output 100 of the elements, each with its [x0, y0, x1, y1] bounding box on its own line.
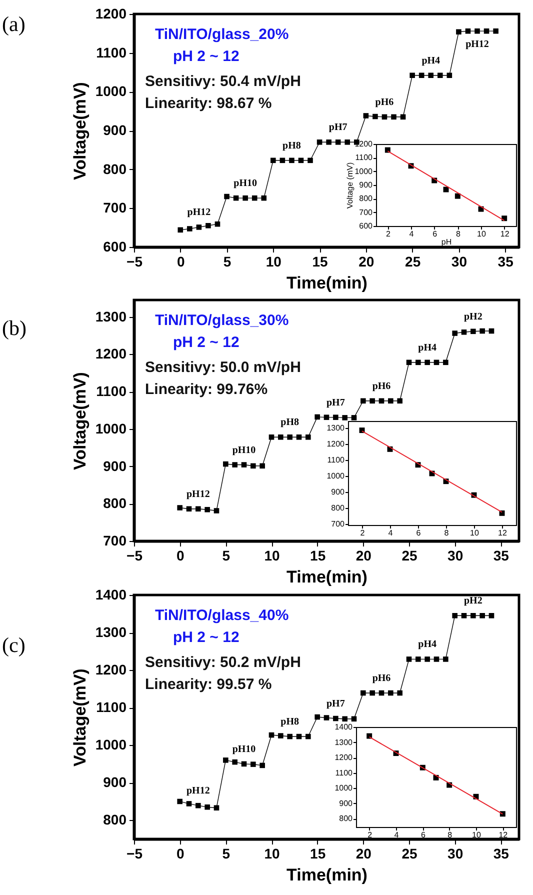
point [410, 72, 415, 78]
point [278, 733, 284, 738]
y-tick-label: 1200 [95, 662, 127, 678]
point [278, 434, 284, 440]
y-tick-label: 800 [331, 504, 346, 513]
annotation: pH 2 ~ 12 [173, 629, 240, 646]
x-tick-label: 4 [388, 528, 394, 538]
point [289, 158, 294, 164]
point [351, 716, 357, 722]
point [363, 113, 369, 118]
annotation: pH12 [466, 39, 489, 50]
point [384, 147, 390, 153]
point [438, 72, 443, 78]
point [206, 222, 211, 228]
y-tick-label: 1400 [95, 586, 127, 602]
x-tick-label: 15 [310, 846, 326, 862]
y-axis-title: Voltage(mV) [70, 668, 90, 766]
point [461, 329, 467, 335]
x-tick-label: 10 [470, 528, 480, 538]
x-tick-label: 0 [176, 254, 185, 270]
y-tick-label: 1400 [334, 722, 354, 732]
point [270, 158, 276, 164]
y-tick-label: 700 [359, 208, 374, 217]
y-axis-title: Voltage(mV) [70, 82, 90, 180]
point [186, 506, 192, 512]
y-tick-label: 1100 [335, 768, 354, 778]
annotation: Sensitivy: 50.4 mV/pH [145, 73, 301, 90]
y-tick-label: 600 [103, 238, 127, 254]
x-tick-label: 10 [472, 830, 482, 840]
annotation: pH4 [422, 55, 440, 66]
y-axis-title: Voltage (mV) [346, 162, 355, 209]
annotation: pH 2 ~ 12 [173, 48, 240, 65]
y-tick-label: 900 [359, 180, 374, 190]
point [232, 462, 238, 468]
point [456, 29, 462, 35]
x-tick-label: 2 [386, 230, 391, 238]
point [452, 613, 458, 618]
point [250, 762, 256, 767]
point [452, 330, 458, 336]
annotation: pH10 [234, 178, 257, 190]
annotation: Linearity: 99.57 % [145, 676, 272, 693]
annotation: pH4 [418, 342, 437, 354]
point [416, 360, 421, 366]
point [316, 140, 322, 145]
annotation: pH6 [375, 96, 394, 108]
text: (b) [2, 316, 26, 340]
annotation: pH2 [464, 311, 482, 322]
point [306, 734, 311, 740]
x-tick-label: 4 [409, 230, 414, 238]
x-tick-label: 8 [448, 830, 453, 840]
annotation: pH8 [280, 417, 300, 428]
x-tick-label: 20 [358, 254, 374, 270]
x-tick-label: 6 [420, 830, 426, 840]
point [224, 194, 230, 200]
point [287, 734, 292, 740]
y-tick-label: 900 [103, 458, 127, 474]
point [314, 714, 320, 720]
point [424, 656, 430, 662]
point [177, 798, 182, 804]
point [214, 805, 220, 810]
x-tick-label: 8 [456, 230, 461, 238]
point [461, 613, 467, 618]
point [177, 505, 182, 510]
y-tick-label: 900 [331, 488, 346, 497]
y-tick-label: 1100 [96, 383, 127, 400]
annotation: Linearity: 98.67 % [145, 95, 272, 112]
y-tick-label: 1300 [326, 424, 346, 433]
point [260, 463, 265, 469]
point [424, 360, 430, 366]
annotation: pH7 [328, 122, 348, 134]
y-tick-label: 1200 [334, 753, 354, 762]
point [223, 758, 228, 763]
x-axis-title: pH [441, 238, 452, 246]
point [261, 195, 267, 201]
x-tick-label: 6 [416, 528, 422, 538]
x-tick-label: 6 [432, 230, 438, 238]
point [333, 716, 338, 722]
point [416, 656, 421, 662]
point [360, 398, 366, 404]
annotation: pH8 [280, 716, 300, 728]
point [242, 195, 248, 201]
y-tick-label: 800 [359, 194, 374, 204]
x-tick-label: 30 [451, 254, 468, 270]
point [397, 398, 402, 404]
x-tick-label: −5 [126, 846, 143, 862]
annotation: TiN/ITO/glass_30% [155, 312, 289, 329]
x-tick-label: 2 [368, 830, 373, 840]
point [397, 690, 402, 696]
point [260, 762, 265, 768]
x-tick-label: 25 [405, 254, 421, 270]
chart-title: (a) [2, 12, 26, 36]
point [443, 656, 448, 662]
y-axis-title: Voltage(mV) [70, 372, 90, 470]
point [196, 802, 201, 808]
point [443, 360, 448, 366]
x-tick-label: 15 [312, 254, 328, 270]
annotation: pH6 [372, 672, 391, 684]
y-tick-label: 1100 [327, 456, 346, 465]
point [296, 434, 302, 440]
point [454, 193, 460, 199]
